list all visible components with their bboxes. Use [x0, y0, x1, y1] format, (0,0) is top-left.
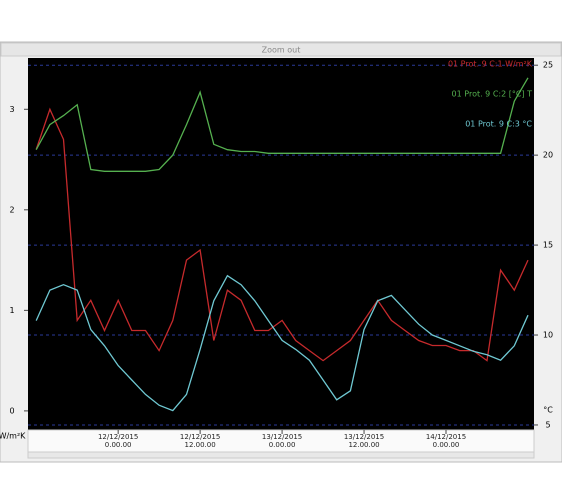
y-tick-label: 2 — [9, 205, 14, 214]
zoom-out-button[interactable] — [0, 42, 562, 57]
series-line — [35, 77, 529, 172]
scrollbar[interactable] — [27, 451, 535, 459]
legend-entry: 01 Prot. 9 C:2 [°C] T — [452, 90, 533, 99]
x-axis-area — [27, 429, 535, 456]
y2-tick-label: 20 — [543, 151, 553, 160]
x-tick-label: 12/12/2015 12.00.00 — [179, 433, 221, 449]
y2-tick-label: 25 — [543, 61, 553, 70]
x-tick-label: 13/12/2015 0.00.00 — [261, 433, 303, 449]
plot-area — [28, 58, 534, 430]
series-line — [35, 274, 529, 412]
y2-tick-label: 10 — [543, 331, 553, 340]
y2-tick-label: 5 — [545, 420, 550, 429]
x-tick-label: 14/12/2015 0.00.00 — [425, 433, 467, 449]
y-axis-unit: W/m²K — [0, 432, 26, 441]
y2-tick-label: 15 — [543, 241, 553, 250]
series-line — [35, 107, 529, 362]
zoom-out-label[interactable]: Zoom out — [262, 46, 301, 55]
y-tick-label: 0 — [9, 406, 14, 415]
x-tick-label: 13/12/2015 12.00.00 — [343, 433, 385, 449]
y-tick-label: 1 — [9, 306, 14, 315]
y2-axis-unit: °C — [543, 406, 553, 415]
y-tick-label: 3 — [9, 105, 14, 114]
legend-entry: 01 Prot. 9 C:1 W/m²K — [448, 60, 533, 69]
legend-entry: 01 Prot. 9 C:3 °C — [465, 120, 532, 129]
x-tick-label: 12/12/2015 0.00.00 — [97, 433, 139, 449]
